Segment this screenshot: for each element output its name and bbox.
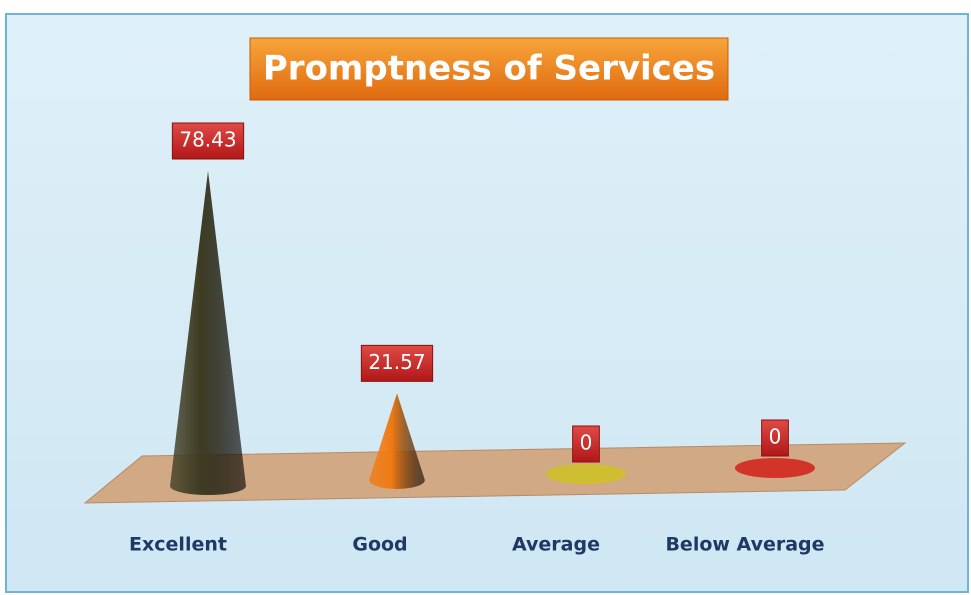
cone [369, 393, 425, 489]
data-label-box [761, 419, 789, 457]
data-label: 0 [580, 431, 593, 455]
title-box [249, 37, 729, 101]
data-label: 21.57 [368, 350, 425, 374]
floor [83, 442, 907, 504]
data-label-box [171, 122, 245, 160]
chart-title: Promptness of Services [263, 49, 715, 89]
x-tick-label: Excellent [129, 534, 227, 556]
x-tick-label: Good [352, 534, 407, 556]
data-label: 0 [769, 425, 782, 449]
cone-base [546, 464, 626, 484]
x-tick-label: Average [512, 534, 600, 556]
cone-base [735, 458, 815, 478]
x-tick-label: Below Average [665, 534, 824, 556]
data-label-box [572, 425, 600, 463]
chart-background [5, 13, 969, 593]
cone [170, 171, 246, 495]
data-label-box [360, 344, 434, 382]
data-label: 78.43 [179, 128, 236, 152]
